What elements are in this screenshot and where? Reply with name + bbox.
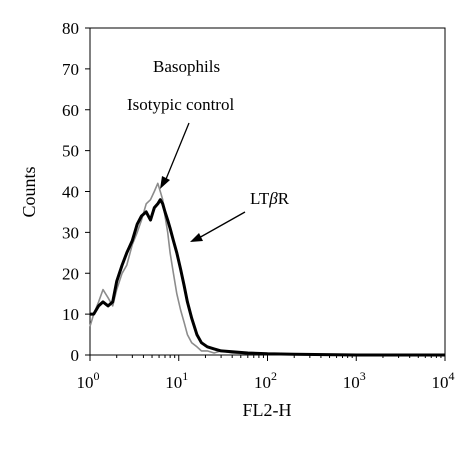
y-tick-label: 50 <box>62 142 79 161</box>
ltbr-annotation: LTβR <box>250 189 290 208</box>
y-axis-ticks: 0 10 20 30 40 50 60 70 80 <box>62 19 90 365</box>
ltbr-arrow-line <box>196 211 246 240</box>
isotype-arrowhead <box>160 176 170 189</box>
y-tick-label: 80 <box>62 19 79 38</box>
y-tick-label: 70 <box>62 60 79 79</box>
y-tick-label: 60 <box>62 101 79 120</box>
x-tick-label: 103 <box>343 369 366 392</box>
panel-label-annotation: Basophils <box>153 57 220 76</box>
ltbr-prefix: LT <box>250 189 270 208</box>
y-tick-label: 30 <box>62 223 79 242</box>
ltbr-arrowhead <box>190 233 203 242</box>
isotype-series-line <box>89 182 445 356</box>
series-layer <box>89 182 445 357</box>
x-tick-label: 101 <box>165 369 188 392</box>
y-tick-label: 20 <box>62 264 79 283</box>
x-axis-ticks: 100 101 102 103 104 <box>77 355 455 392</box>
isotype-arrow-line <box>163 122 190 185</box>
ltbr-suffix: R <box>278 189 290 208</box>
ltbr-series-line <box>90 198 445 357</box>
ltbr-greek: β <box>268 189 278 208</box>
x-tick-label: 100 <box>77 369 100 392</box>
isotype-annotation: Isotypic control <box>127 95 234 114</box>
y-axis-label: Counts <box>19 166 39 217</box>
y-tick-label: 40 <box>62 183 79 202</box>
x-tick-label: 102 <box>254 369 277 392</box>
x-tick-label: 104 <box>432 369 455 392</box>
y-tick-label: 0 <box>71 346 80 365</box>
y-tick-label: 10 <box>62 305 79 324</box>
x-axis-label: FL2-H <box>243 400 292 420</box>
